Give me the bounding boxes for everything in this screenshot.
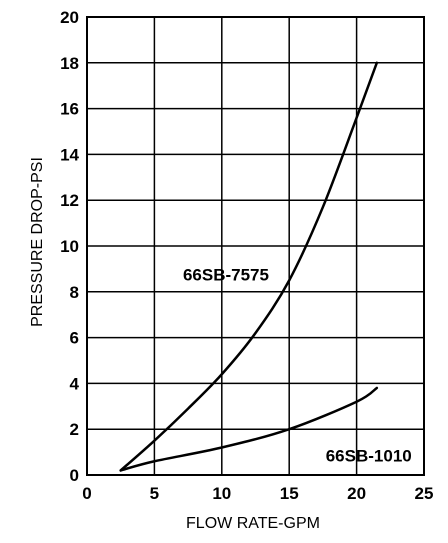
y-tick-label: 14 — [60, 145, 79, 164]
y-tick-label: 0 — [70, 466, 79, 485]
x-axis-label: FLOW RATE-GPM — [186, 515, 320, 532]
y-axis-label: PRESSURE DROP-PSI — [29, 157, 46, 327]
x-tick-label: 25 — [415, 484, 434, 503]
series-label: 66SB-1010 — [326, 446, 412, 465]
x-tick-label: 15 — [280, 484, 299, 503]
y-tick-label: 2 — [70, 420, 79, 439]
x-tick-label: 5 — [150, 484, 159, 503]
x-tick-label: 0 — [82, 484, 91, 503]
grid — [87, 17, 424, 475]
y-tick-label: 12 — [60, 191, 79, 210]
series-label: 66SB-7575 — [183, 265, 269, 284]
y-tick-label: 20 — [60, 8, 79, 27]
y-tick-label: 8 — [70, 283, 79, 302]
x-tick-label: 20 — [347, 484, 366, 503]
y-tick-label: 10 — [60, 237, 79, 256]
y-tick-label: 18 — [60, 54, 79, 73]
series-labels: 66SB-7575 66SB-1010 — [183, 265, 412, 465]
x-tick-label: 10 — [212, 484, 231, 503]
y-tick-label: 6 — [70, 329, 79, 348]
y-tick-label: 16 — [60, 100, 79, 119]
y-tick-label: 4 — [70, 374, 80, 393]
